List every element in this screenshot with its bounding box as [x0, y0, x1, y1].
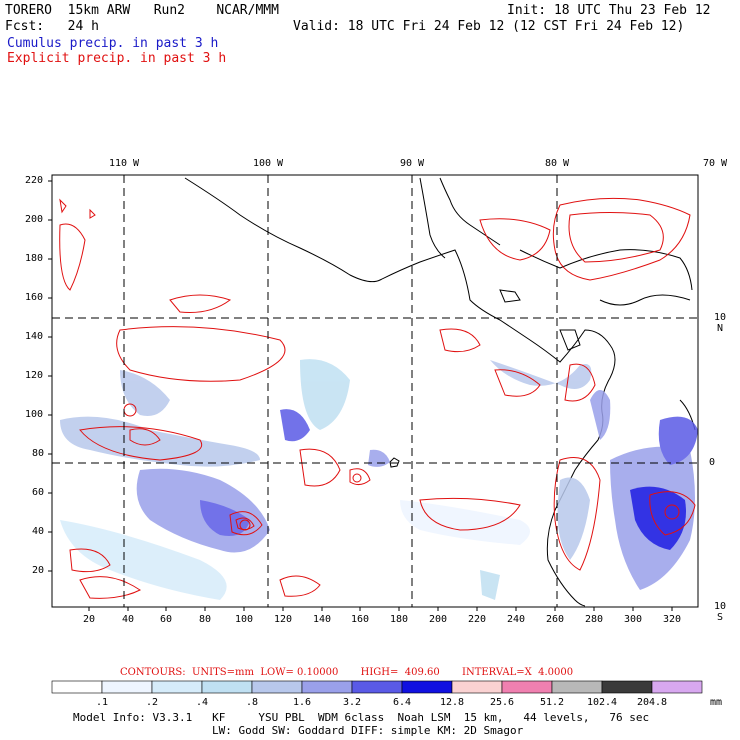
colorbar-swatch [651, 680, 703, 694]
y-axis-ticks [48, 180, 52, 572]
colorbar-label: 1.6 [292, 697, 312, 708]
x-tick-label: 160 [350, 614, 370, 625]
colorbar-label: 12.8 [439, 697, 465, 708]
x-tick-label: 20 [82, 614, 96, 625]
x-tick-label: 240 [506, 614, 526, 625]
y-tick-label: 40 [31, 526, 45, 537]
x-tick-label: 320 [662, 614, 682, 625]
lon-label: 70 W [702, 158, 728, 169]
colorbar-swatch [251, 680, 303, 694]
forecast-hour: Fcst: 24 h [5, 19, 99, 34]
colorbar-swatch [51, 680, 103, 694]
y-tick-label: 20 [31, 565, 45, 576]
model-title: TORERO 15km ARW Run2 NCAR/MMM [5, 3, 279, 18]
y-tick-label: 60 [31, 487, 45, 498]
x-tick-label: 200 [428, 614, 448, 625]
explicit-contours [59, 197, 696, 599]
colorbar-label: 3.2 [342, 697, 362, 708]
colorbar-swatch [601, 680, 653, 694]
y-tick-label: 180 [24, 253, 44, 264]
colorbar-swatch [151, 680, 203, 694]
colorbar [51, 680, 703, 694]
y-tick-label: 80 [31, 448, 45, 459]
x-tick-label: 220 [467, 614, 487, 625]
valid-time: Valid: 18 UTC Fri 24 Feb 12 (12 CST Fri … [293, 19, 685, 34]
y-tick-label: 100 [24, 409, 44, 420]
colorbar-unit: mm [709, 697, 723, 708]
x-tick-label: 40 [121, 614, 135, 625]
model-physics: LW: Godd SW: Goddard DIFF: simple KM: 2D… [212, 724, 524, 737]
legend-explicit: Explicit precip. in past 3 h [7, 51, 227, 66]
colorbar-swatch [201, 680, 253, 694]
colorbar-label: .4 [195, 697, 209, 708]
lon-label: 90 W [399, 158, 425, 169]
lat-label: 10 N [713, 312, 727, 334]
y-tick-label: 220 [24, 175, 44, 186]
y-tick-label: 160 [24, 292, 44, 303]
init-time: Init: 18 UTC Thu 23 Feb 12 [507, 3, 711, 18]
x-tick-label: 140 [312, 614, 332, 625]
x-tick-label: 80 [198, 614, 212, 625]
colorbar-swatch [551, 680, 603, 694]
y-tick-label: 120 [24, 370, 44, 381]
x-axis-ticks [88, 607, 673, 611]
colorbar-label: .8 [245, 697, 259, 708]
colorbar-swatch [301, 680, 353, 694]
colorbar-label: 204.8 [636, 697, 668, 708]
x-tick-label: 120 [273, 614, 293, 625]
colorbar-swatch [451, 680, 503, 694]
colorbar-swatch [101, 680, 153, 694]
lat-label: 10 S [713, 601, 727, 623]
coastline [184, 177, 696, 607]
lon-label: 80 W [544, 158, 570, 169]
colorbar-label: 51.2 [539, 697, 565, 708]
colorbar-label: .1 [95, 697, 109, 708]
x-tick-label: 280 [584, 614, 604, 625]
x-tick-label: 60 [159, 614, 173, 625]
lat-label: 0 [708, 457, 716, 468]
x-tick-label: 100 [234, 614, 254, 625]
colorbar-label: 6.4 [392, 697, 412, 708]
colorbar-label: 102.4 [586, 697, 618, 708]
legend-cumulus: Cumulus precip. in past 3 h [7, 36, 219, 51]
lon-label: 110 W [108, 158, 140, 169]
plot-frame [51, 174, 699, 608]
y-tick-label: 200 [24, 214, 44, 225]
x-tick-label: 300 [623, 614, 643, 625]
colorbar-swatch [501, 680, 553, 694]
cumulus-shading [60, 359, 698, 600]
x-tick-label: 260 [545, 614, 565, 625]
colorbar-swatch [351, 680, 403, 694]
colorbar-label: .2 [145, 697, 159, 708]
model-info: Model Info: V3.3.1 KF YSU PBL WDM 6class… [73, 711, 650, 724]
colorbar-label: 25.6 [489, 697, 515, 708]
graticule [52, 175, 698, 607]
y-tick-label: 140 [24, 331, 44, 342]
lon-label: 100 W [252, 158, 284, 169]
colorbar-swatch [401, 680, 453, 694]
x-tick-label: 180 [389, 614, 409, 625]
contours-info: CONTOURS: UNITS=mm LOW= 0.10000 HIGH= 40… [120, 667, 574, 678]
